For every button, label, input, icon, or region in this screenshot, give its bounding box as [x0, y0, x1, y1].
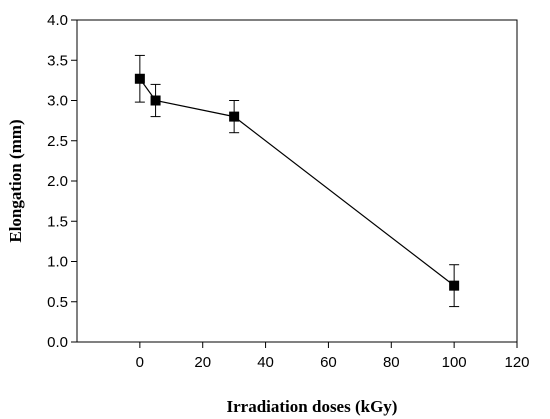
data-series — [134, 54, 460, 308]
axes — [76, 19, 518, 343]
x-axis-title: Irradiation doses (kGy) — [227, 397, 398, 416]
y-tick-label: 1.0 — [47, 254, 68, 271]
x-tick-label: 80 — [383, 354, 400, 371]
x-tick-label: 60 — [320, 354, 337, 371]
y-tick-label: 2.0 — [47, 173, 68, 190]
y-tick-label: 4.0 — [47, 12, 68, 29]
y-tick-label: 2.5 — [47, 133, 68, 150]
y-tick-label: 0.0 — [47, 334, 68, 351]
data-point — [229, 111, 240, 122]
x-tick-label: 0 — [136, 354, 144, 371]
y-tick-label: 3.0 — [47, 93, 68, 110]
data-point — [134, 73, 145, 84]
ticks: 0.0 0.5 1.0 1.5 2.0 2.5 3.0 3.5 4.0 0 20 40 60 80 100 1… — [47, 12, 529, 371]
y-tick-label: 1.5 — [47, 213, 68, 230]
x-tick-label: 20 — [194, 354, 211, 371]
x-tick-label: 40 — [257, 354, 274, 371]
plot-frame — [76, 19, 518, 343]
y-axis-title: Elongation (mm) — [6, 119, 25, 242]
data-point — [150, 95, 161, 106]
series-line — [139, 78, 455, 287]
data-point — [449, 280, 460, 291]
y-tick-label: 3.5 — [47, 52, 68, 69]
y-tick-label: 0.5 — [47, 294, 68, 311]
x-tick-label: 100 — [442, 354, 467, 371]
x-tick-label: 120 — [504, 354, 529, 371]
